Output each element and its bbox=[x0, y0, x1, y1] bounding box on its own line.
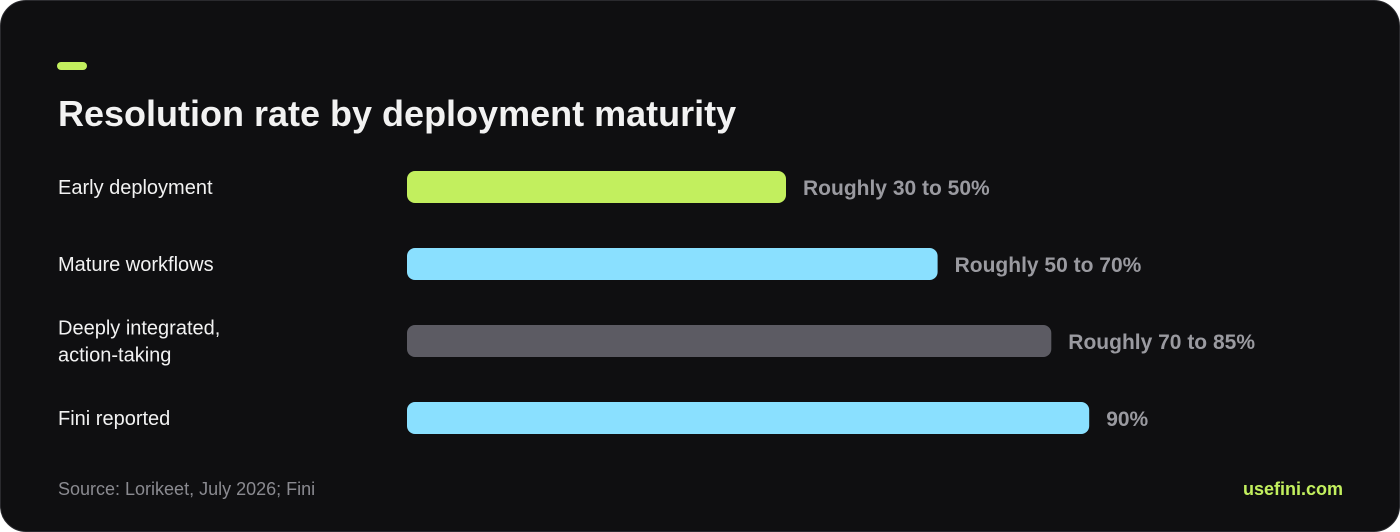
bar bbox=[407, 171, 786, 203]
value-label: Roughly 30 to 50% bbox=[803, 177, 990, 200]
value-label: 90% bbox=[1106, 408, 1148, 431]
value-label: Roughly 70 to 85% bbox=[1068, 331, 1255, 354]
bar bbox=[407, 248, 938, 280]
chart-title: Resolution rate by deployment maturity bbox=[58, 93, 737, 134]
value-label: Roughly 50 to 70% bbox=[955, 254, 1142, 277]
category-label: action-taking bbox=[58, 345, 171, 367]
bar bbox=[407, 325, 1052, 357]
brand-link[interactable]: usefini.com bbox=[1242, 479, 1343, 499]
category-label: Deeply integrated, bbox=[58, 318, 220, 340]
bar bbox=[407, 402, 1090, 434]
category-label: Mature workflows bbox=[58, 254, 214, 276]
category-label: Early deployment bbox=[58, 177, 213, 199]
category-label: Fini reported bbox=[58, 408, 170, 430]
source-note: Source: Lorikeet, July 2026; Fini bbox=[58, 479, 316, 499]
accent-dash bbox=[57, 62, 87, 70]
